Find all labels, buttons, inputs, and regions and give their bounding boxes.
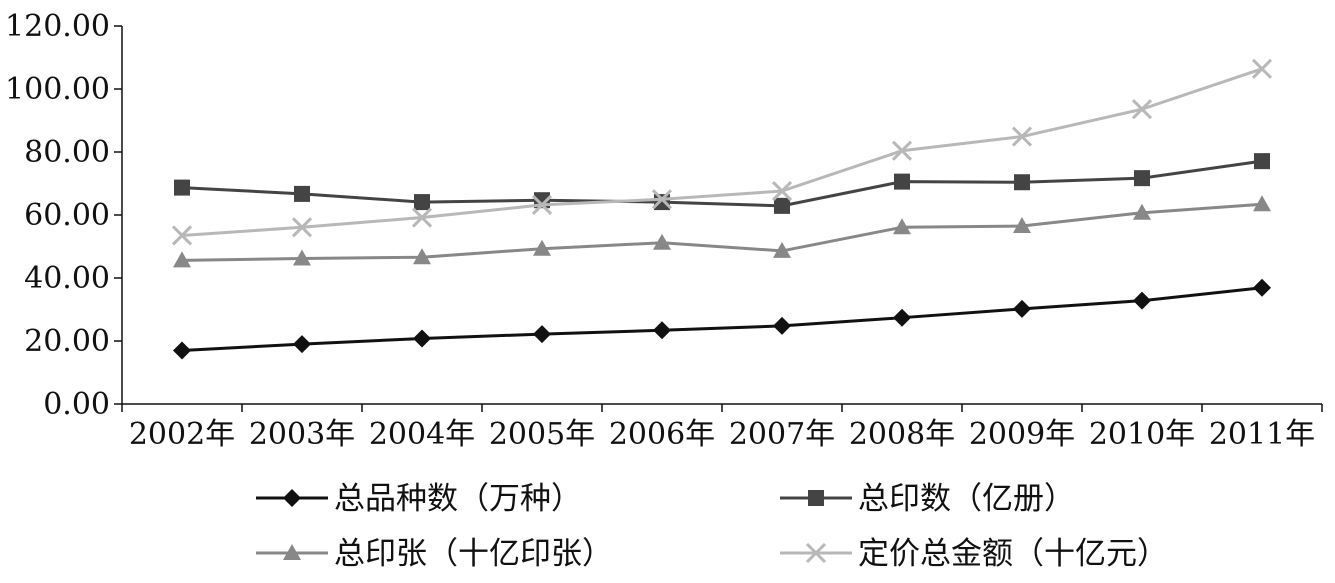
- x-tick-label: 2005年: [489, 417, 595, 452]
- data-point: [1131, 99, 1153, 120]
- x-tick-label: 2008年: [849, 417, 955, 452]
- x-tick-label: 2004年: [369, 417, 475, 452]
- data-point: [171, 225, 193, 246]
- data-point: [1253, 278, 1271, 297]
- y-tick-label: 120.00: [5, 9, 110, 44]
- x-tick-label: 2010年: [1089, 417, 1195, 452]
- legend: 总品种数（万种） 总印数（亿册） 总印张（十亿印张） 定价总金额（十亿元）: [256, 481, 1168, 572]
- legend-marker: [283, 489, 301, 507]
- legend-label: 定价总金额（十亿元）: [858, 536, 1168, 572]
- data-point: [173, 341, 191, 360]
- data-point: [411, 207, 433, 228]
- series-line: [181, 67, 1263, 237]
- series-layer: [171, 58, 1273, 360]
- x-tick-label: 2011年: [1209, 417, 1315, 452]
- data-point: [893, 308, 911, 327]
- data-point: [533, 325, 551, 344]
- x-tick-label: 2006年: [609, 417, 715, 452]
- data-point: [654, 194, 670, 211]
- y-tick-label: 100.00: [5, 72, 110, 107]
- data-point: [1013, 217, 1031, 234]
- data-point: [773, 316, 791, 335]
- x-tick-label: 2003年: [249, 417, 355, 452]
- legend-label: 总印张（十亿印张）: [334, 536, 613, 572]
- data-point: [651, 189, 673, 210]
- legend-marker: [808, 490, 824, 506]
- data-point: [894, 173, 910, 190]
- legend-item-4: 定价总金额（十亿元）: [780, 536, 1168, 572]
- data-point: [1013, 299, 1031, 318]
- data-point: [294, 185, 310, 202]
- data-point: [893, 218, 911, 235]
- series-line: [181, 202, 1263, 262]
- data-point: [653, 233, 671, 250]
- x-tick-label: 2009年: [969, 417, 1075, 452]
- data-point: [293, 249, 311, 266]
- legend-label: 总印数（亿册）: [858, 481, 1075, 517]
- legend-item-1: 总品种数（万种）: [256, 481, 582, 517]
- data-point: [291, 217, 313, 238]
- data-point: [173, 251, 191, 268]
- series-4: [171, 58, 1273, 246]
- series-2: [174, 153, 1270, 214]
- data-point: [1011, 126, 1033, 147]
- x-tick-label: 2007年: [729, 417, 835, 452]
- data-point: [1133, 291, 1151, 310]
- data-point: [413, 248, 431, 265]
- data-point: [293, 335, 311, 354]
- y-tick-label: 0.00: [43, 387, 110, 422]
- data-point: [1254, 153, 1270, 170]
- legend-marker: [283, 544, 301, 560]
- data-point: [1134, 170, 1150, 187]
- legend-item-2: 总印数（亿册）: [780, 481, 1075, 517]
- data-point: [413, 329, 431, 348]
- y-tick-label: 80.00: [24, 135, 110, 170]
- data-point: [531, 194, 553, 215]
- legend-item-3: 总印张（十亿印张）: [256, 536, 613, 572]
- data-point: [1014, 174, 1030, 191]
- legend-marker: [805, 542, 827, 564]
- series-3: [173, 195, 1271, 268]
- axes: 0.00 20.00 40.00 60.00 80.00 100.00 120.00 2002…: [5, 9, 1323, 452]
- data-point: [891, 140, 913, 161]
- x-tick-label: 2002年: [129, 417, 235, 452]
- data-point: [1133, 203, 1151, 220]
- data-point: [533, 239, 551, 256]
- data-point: [174, 179, 190, 196]
- y-tick-label: 60.00: [24, 198, 110, 233]
- data-point: [774, 197, 790, 214]
- data-point: [414, 194, 430, 211]
- data-point: [1251, 58, 1273, 79]
- data-point: [771, 180, 793, 202]
- legend-label: 总品种数（万种）: [334, 481, 582, 517]
- series-1: [173, 278, 1271, 360]
- data-point: [653, 321, 671, 340]
- data-point: [1253, 195, 1271, 212]
- y-tick-label: 40.00: [24, 261, 110, 296]
- y-tick-label: 20.00: [24, 324, 110, 359]
- series-line: [181, 286, 1263, 352]
- series-line: [181, 159, 1263, 208]
- data-point: [773, 241, 791, 258]
